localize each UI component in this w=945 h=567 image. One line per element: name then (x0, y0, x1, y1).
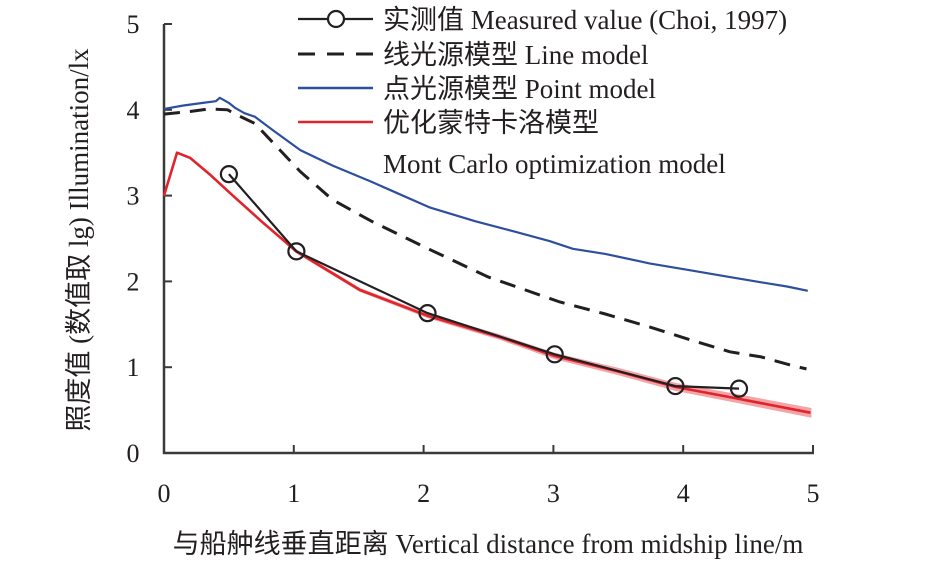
y-tick-label: 2 (127, 267, 140, 296)
measured-series (228, 173, 740, 390)
point-model-series (163, 96, 809, 292)
x-tick-label: 5 (807, 479, 820, 508)
measured-point (219, 165, 238, 184)
y-tick-label: 1 (127, 353, 140, 382)
legend-item-monte-carlo: 优化蒙特卡洛模型 Mont Carlo optimization model (298, 108, 726, 179)
measured-point (729, 379, 749, 398)
measured-point (418, 304, 437, 323)
monte-carlo-band (163, 151, 812, 418)
legend-label: 实测值 Measured value (Choi, 1997) (383, 5, 787, 35)
y-ticks: 0 1 2 3 4 5 (127, 10, 172, 468)
x-ticks: 0 1 2 3 4 5 (158, 445, 820, 508)
legend-label: 优化蒙特卡洛模型 (383, 108, 599, 138)
x-tick-label: 0 (158, 479, 171, 508)
legend: 实测值 Measured value (Choi, 1997) 线光源模型 Lin… (298, 5, 787, 179)
y-tick-label: 4 (127, 96, 140, 125)
legend-item-line-model: 线光源模型 Line model (298, 40, 648, 70)
x-tick-label: 3 (547, 479, 560, 508)
legend-item-point-model: 点光源模型 Point model (298, 74, 656, 104)
legend-label: 线光源模型 Line model (383, 40, 648, 70)
x-tick-label: 1 (287, 479, 300, 508)
measured-point (287, 242, 306, 261)
y-tick-label: 5 (127, 10, 140, 39)
y-tick-label: 3 (127, 182, 140, 211)
legend-swatch-marker (326, 9, 346, 29)
x-tick-label: 2 (417, 479, 430, 508)
legend-item-measured: 实测值 Measured value (Choi, 1997) (298, 5, 787, 35)
y-axis-title: 照度值 (数值取 lg) Illumination/lx (64, 48, 94, 432)
axes: 0 1 2 3 4 5 0 1 2 3 4 5 (127, 10, 820, 508)
measured-point (666, 376, 685, 396)
line-model-series (163, 107, 807, 371)
legend-label: 点光源模型 Point model (383, 74, 656, 104)
x-axis-title: 与船舯线垂直距离 Vertical distance from midship … (173, 529, 804, 559)
legend-label: Mont Carlo optimization model (383, 149, 726, 179)
x-tick-label: 4 (677, 479, 690, 508)
monte-carlo-series (162, 151, 811, 414)
plot-area (162, 96, 812, 418)
measured-point (545, 345, 564, 364)
y-tick-label: 0 (127, 439, 140, 468)
